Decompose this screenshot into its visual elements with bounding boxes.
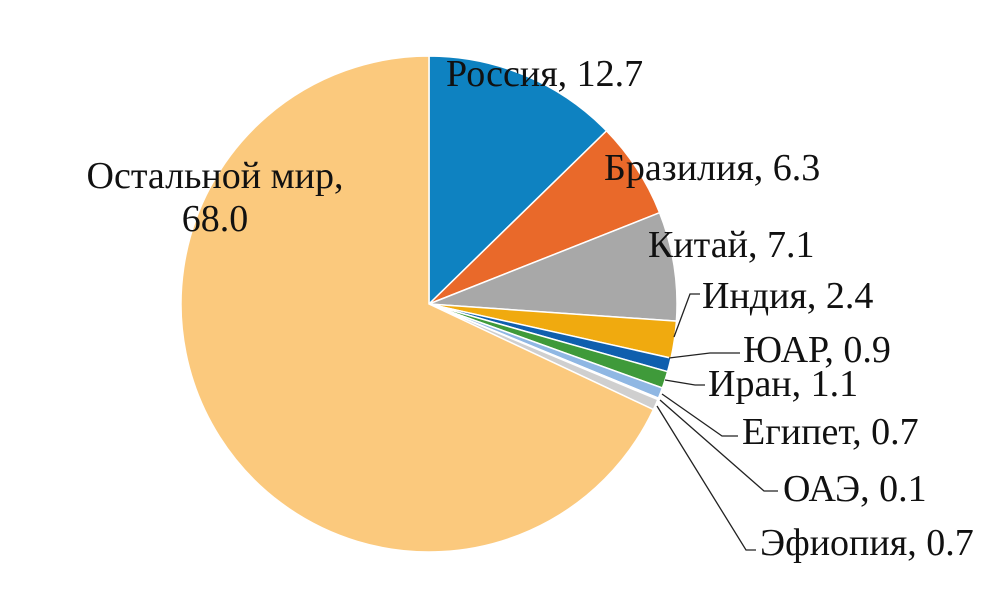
slice-10 [180,55,655,553]
slice-label-10-line-1: Остальной мир, [87,155,344,197]
slice-label-4: Индия, 2.4 [702,275,873,317]
slice-label-3: Китай, 7.1 [648,224,814,266]
slice-label-10-line-2: 68.0 [182,198,249,240]
slice-label-7: Египет, 0.7 [742,411,919,453]
slice-labels: Россия, 12.7 Бразилия, 6.3 Китай, 7.1 Индия… [87,53,974,564]
leader-line-5 [668,352,740,359]
leader-line-8 [659,399,778,492]
leader-line-6 [664,379,705,386]
slice-label-9: Эфиопия, 0.7 [760,522,974,564]
slice-3 [428,211,678,322]
slice-1 [428,55,608,306]
slice-label-6: Иран, 1.1 [708,363,858,405]
pie-slices [180,55,678,553]
leader-line-9 [656,405,756,551]
slice-label-2: Бразилия, 6.3 [604,147,820,189]
leader-lines [656,293,778,551]
slice-label-8: ОАЭ, 0.1 [783,468,927,510]
leader-line-4 [673,293,700,338]
leader-line-7 [661,393,738,437]
slice-label-5: ЮАР, 0.9 [743,329,891,371]
slice-label-1: Россия, 12.7 [446,53,643,95]
